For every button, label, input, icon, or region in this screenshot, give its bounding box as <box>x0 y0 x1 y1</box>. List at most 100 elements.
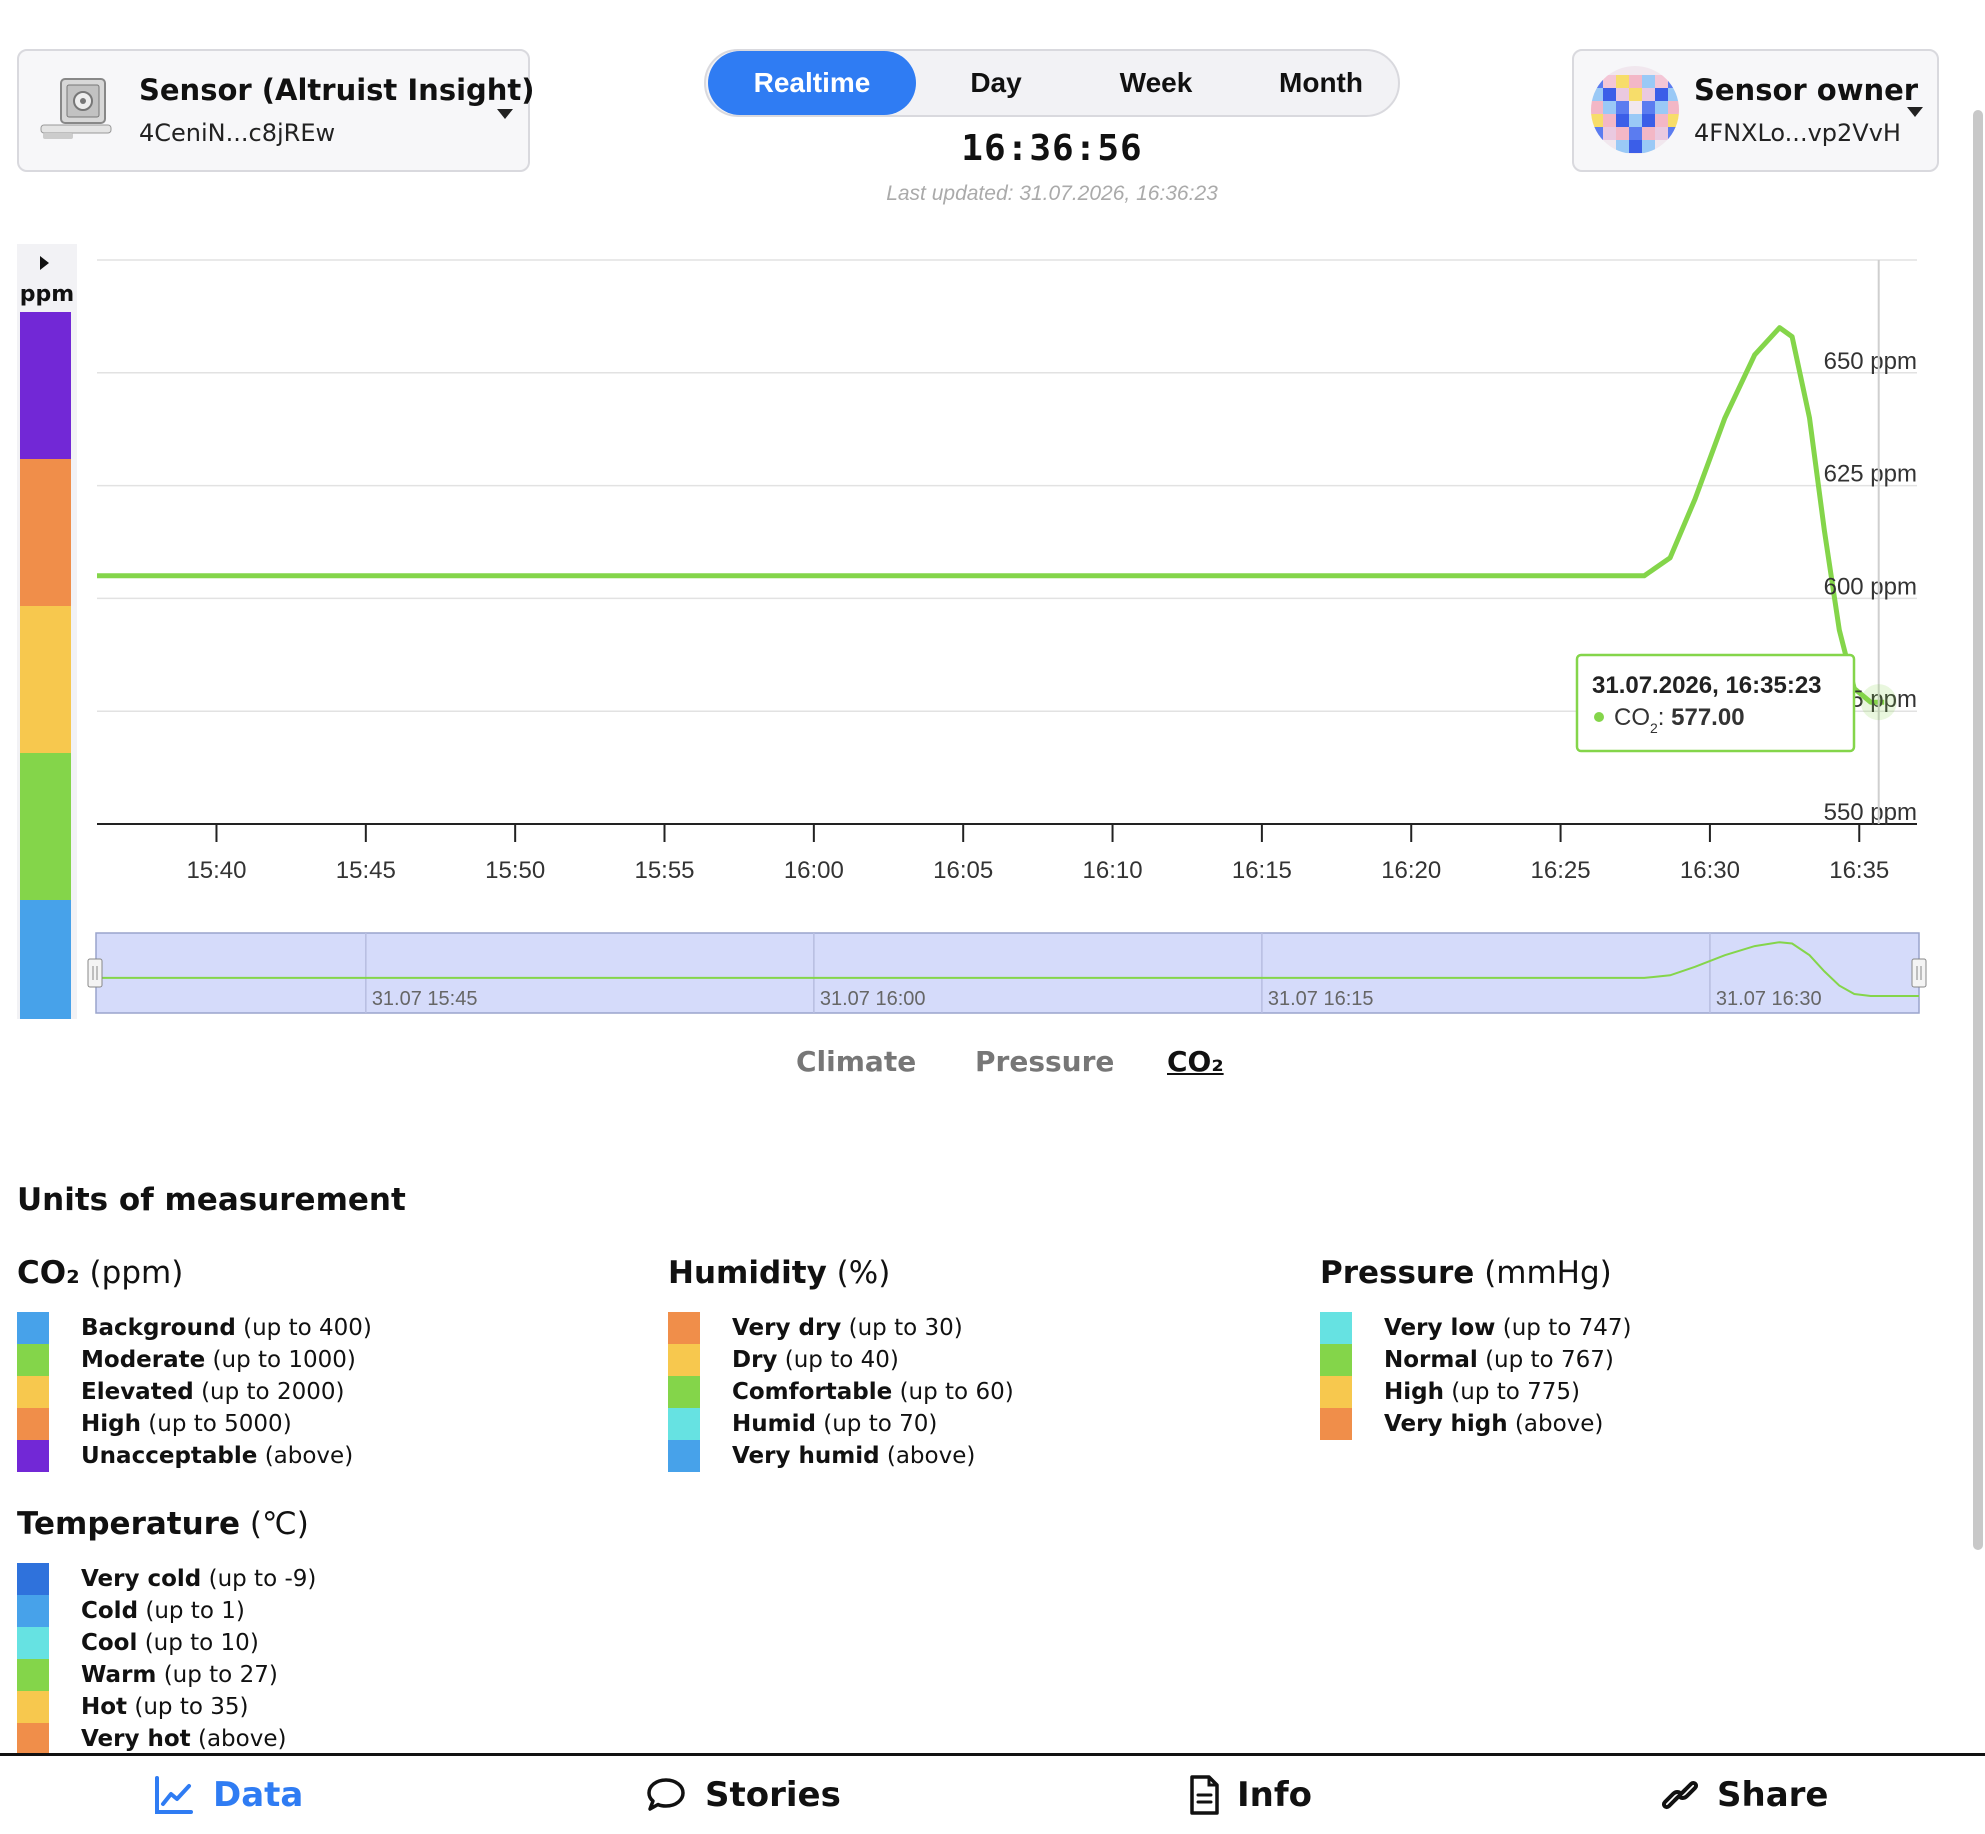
owner-selector[interactable]: Sensor owner 4FNXLo...vp2VvH <box>1572 49 1939 172</box>
nav-data-label: Data <box>213 1775 304 1815</box>
period-week-button[interactable]: Week <box>1119 67 1193 98</box>
legend-label: Very cold (up to -9) <box>81 1566 317 1592</box>
scale-band-high <box>20 459 71 606</box>
legend-item: Humid (up to 70) <box>668 1408 1268 1440</box>
legend-heading-0: CO₂ (ppm) <box>17 1255 184 1291</box>
scale-band-elevated <box>20 606 71 753</box>
tab-pressure[interactable]: Pressure <box>975 1045 1115 1078</box>
legend-item: Elevated (up to 2000) <box>17 1376 617 1408</box>
legend-swatch <box>668 1408 700 1440</box>
legend-swatch <box>17 1376 49 1408</box>
x-tick-label: 16:15 <box>1232 857 1292 880</box>
legend-swatch <box>668 1376 700 1408</box>
legend-swatch <box>17 1408 49 1440</box>
legend-label: Very hot (above) <box>81 1726 287 1752</box>
legend-item: Dry (up to 40) <box>668 1344 1268 1376</box>
nav-stories-label: Stories <box>705 1775 841 1815</box>
period-realtime-button[interactable]: Realtime <box>708 51 916 115</box>
legend-item: Very low (up to 747) <box>1320 1312 1920 1344</box>
scrollbar-thumb[interactable] <box>1973 110 1983 1550</box>
legend-item: Normal (up to 767) <box>1320 1344 1920 1376</box>
period-day-button[interactable]: Day <box>970 67 1022 98</box>
y-tick-label: 625 ppm <box>1824 461 1917 488</box>
legend-label: Comfortable (up to 60) <box>732 1379 1014 1405</box>
caret-right-icon[interactable] <box>40 256 49 270</box>
legend-label: Very high (above) <box>1384 1411 1604 1437</box>
tooltip-box <box>1575 653 1856 753</box>
co2-chart[interactable]: 15:40 15:45 15:50 15:55 16:00 16:05 16:10 16:15… <box>0 240 1985 880</box>
legend-label: Elevated (up to 2000) <box>81 1379 345 1405</box>
legend-label: Very low (up to 747) <box>1384 1315 1632 1341</box>
legend-item: Very cold (up to -9) <box>17 1563 617 1595</box>
legend-swatch <box>17 1595 49 1627</box>
legend-swatch <box>17 1659 49 1691</box>
legend-label: High (up to 775) <box>1384 1379 1581 1405</box>
line-chart-icon <box>155 1776 193 1814</box>
x-tick-label: 15:40 <box>186 857 246 880</box>
last-updated: Last updated: 31.07.2026, 16:36:23 <box>886 182 1218 205</box>
legend-swatch <box>17 1691 49 1723</box>
legend-item: Very humid (above) <box>668 1440 1268 1472</box>
x-tick-label: 15:50 <box>485 857 545 880</box>
legend-item: Very dry (up to 30) <box>668 1312 1268 1344</box>
legend-swatch <box>17 1563 49 1595</box>
legend-label: Warm (up to 27) <box>81 1662 278 1688</box>
x-tick-label: 16:10 <box>1083 857 1143 880</box>
legend-item: Warm (up to 27) <box>17 1659 617 1691</box>
navigator-left-handle[interactable] <box>87 958 103 988</box>
y-tick-label: 650 ppm <box>1824 348 1917 375</box>
color-scale-panel: ppm <box>17 244 77 1019</box>
page-scrollbar[interactable] <box>1971 0 1985 1560</box>
bottom-nav: Data Stories Info Share <box>0 1753 1985 1834</box>
legend-swatch <box>17 1312 49 1344</box>
legend-label: Hot (up to 35) <box>81 1694 249 1720</box>
legend-heading-2: Pressure (mmHg) <box>1320 1255 1612 1291</box>
hover-halo <box>1860 684 1897 721</box>
x-tick-label: 16:25 <box>1531 857 1591 880</box>
legend-swatch <box>17 1627 49 1659</box>
y-tick-label: 600 ppm <box>1824 573 1917 600</box>
x-tick-label: 16:30 <box>1680 857 1740 880</box>
tab-climate[interactable]: Climate <box>796 1045 917 1078</box>
navigator-selection[interactable] <box>95 932 1920 1014</box>
tooltip-value: 577.00 <box>1671 704 1744 731</box>
legend-label: Very dry (up to 30) <box>732 1315 963 1341</box>
legend-label: Humid (up to 70) <box>732 1411 938 1437</box>
range-navigator[interactable]: 31.07 15:45 31.07 16:00 31.07 16:15 31.07 1… <box>0 925 1985 1015</box>
navigator-label: 31.07 16:30 <box>1716 988 1822 1010</box>
units-title: Units of measurement <box>17 1182 406 1218</box>
sensor-selector[interactable]: Sensor (Altruist Insight) 4CeniN...c8jRE… <box>17 49 535 172</box>
legend-item: Cold (up to 1) <box>17 1595 617 1627</box>
document-icon <box>1190 1775 1219 1815</box>
legend-label: Background (up to 400) <box>81 1315 372 1341</box>
sensor-id: 4CeniN...c8jREw <box>139 119 336 147</box>
legend-label: High (up to 5000) <box>81 1411 292 1437</box>
navigator-series-line <box>97 941 1919 997</box>
nav-info-label: Info <box>1237 1775 1313 1815</box>
legend-swatch <box>1320 1312 1352 1344</box>
tab-co2[interactable]: CO₂ <box>1167 1045 1224 1078</box>
legend-swatch <box>668 1440 700 1472</box>
legend-item: High (up to 5000) <box>17 1408 617 1440</box>
tooltip-title: 31.07.2026, 16:35:23 <box>1592 672 1822 699</box>
x-tick-label: 16:00 <box>784 857 844 880</box>
legend-swatch <box>1320 1344 1352 1376</box>
navigator-right-handle[interactable] <box>1911 958 1927 988</box>
period-month-button[interactable]: Month <box>1279 67 1363 98</box>
scale-band-unacceptable <box>20 312 71 459</box>
x-tick-label: 16:20 <box>1381 857 1441 880</box>
x-tick-label: 15:45 <box>336 857 396 880</box>
x-tick-label: 16:35 <box>1829 857 1889 880</box>
legend-heading-3: Temperature (℃) <box>17 1506 309 1542</box>
legend-label: Very humid (above) <box>732 1443 976 1469</box>
legend-item: Cool (up to 10) <box>17 1627 617 1659</box>
legend-swatch <box>17 1344 49 1376</box>
nav-share-label: Share <box>1717 1775 1829 1815</box>
sensor-title: Sensor (Altruist Insight) <box>139 73 535 107</box>
co2-series-line <box>97 325 1885 705</box>
owner-id: 4FNXLo...vp2VvH <box>1694 119 1901 147</box>
navigator-label: 31.07 16:15 <box>1268 988 1374 1010</box>
legend-label: Moderate (up to 1000) <box>81 1347 356 1373</box>
scale-band-moderate <box>20 753 71 900</box>
legend-item: Background (up to 400) <box>17 1312 617 1344</box>
